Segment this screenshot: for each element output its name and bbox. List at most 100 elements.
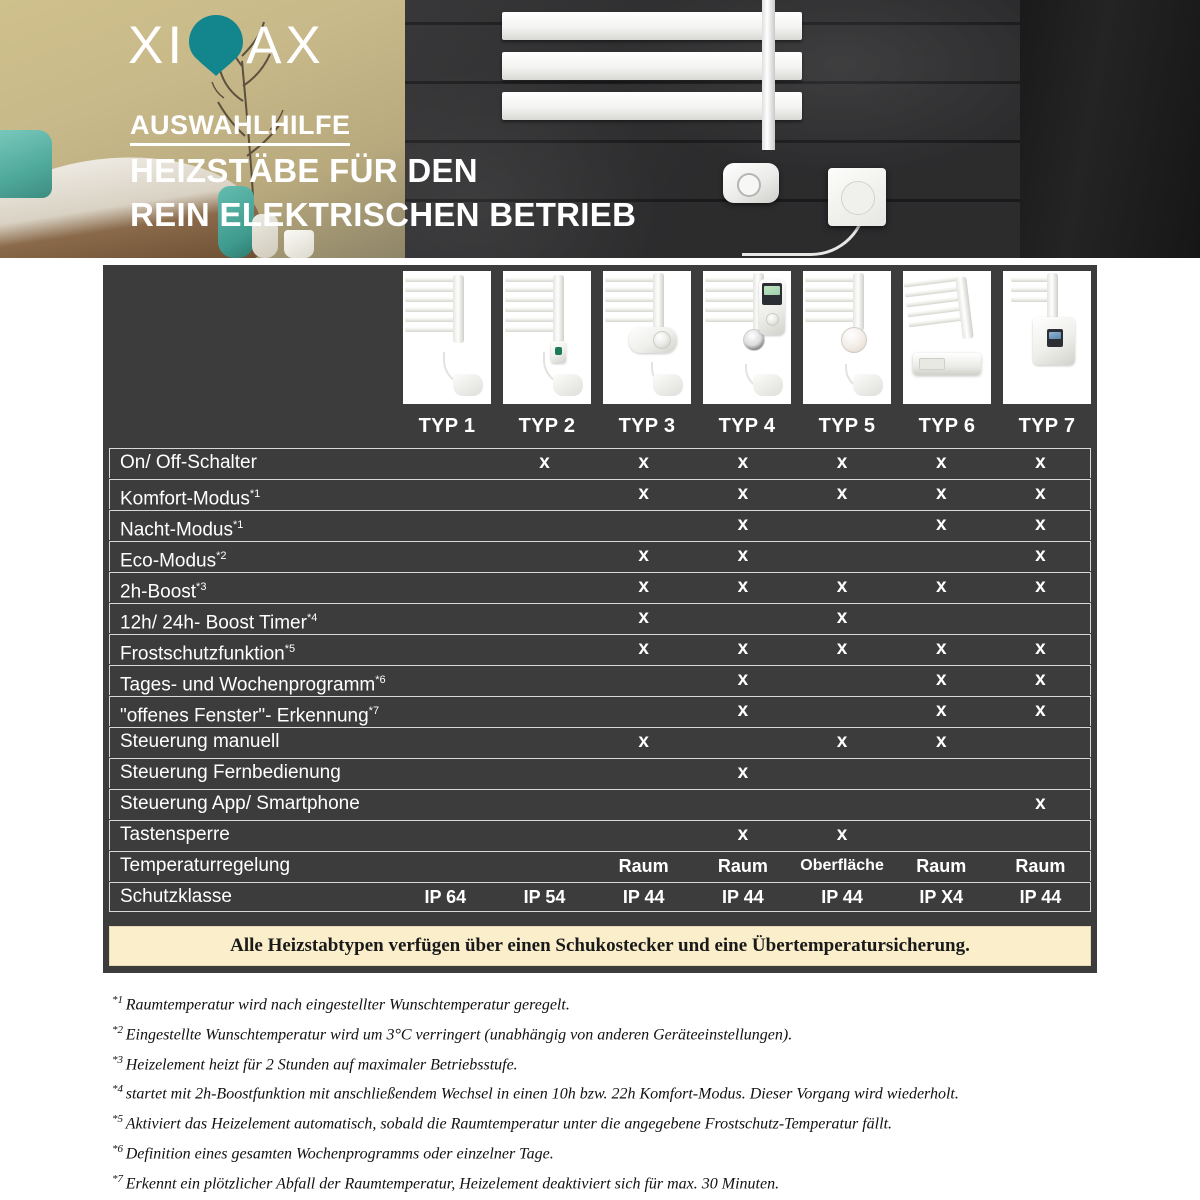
column-header-typ1: TYP 1 — [418, 415, 476, 437]
feature-check-mark: x — [1035, 483, 1046, 504]
thumb-cell-typ7 — [997, 265, 1097, 410]
feature-check-mark: x — [935, 576, 947, 597]
note-bar: Alle Heizstabtypen verfügen über einen S… — [109, 926, 1091, 966]
feature-check-mark: x — [1035, 700, 1046, 721]
table-row: 12h/ 24h- Boost Timer*4 x x — [109, 603, 1091, 633]
feature-check-mark: x — [836, 824, 848, 845]
feature-check-mark: x — [638, 576, 649, 597]
feature-check-mark: x — [836, 576, 848, 597]
feature-value: IP 44 — [722, 887, 764, 907]
feature-empty — [594, 790, 693, 819]
feature-empty — [495, 635, 594, 664]
feature-check-mark: x — [638, 607, 649, 628]
hero-title-line1: HEIZSTÄBE FÜR DEN — [130, 152, 478, 189]
footnote-marker: *5 — [112, 1113, 126, 1126]
feature-empty — [495, 666, 594, 695]
feature-empty — [495, 542, 594, 571]
table-row: Nacht-Modus*1 x x x — [109, 510, 1091, 540]
feature-check-mark: x — [737, 824, 749, 845]
feature-empty — [991, 759, 1090, 788]
feature-label: Frostschutzfunktion*5 — [120, 643, 296, 665]
feature-empty — [693, 728, 792, 757]
feature-check-mark: x — [836, 607, 848, 628]
feature-empty — [396, 604, 495, 633]
product-thumbnail-row — [103, 265, 1097, 410]
feature-check-mark: x — [737, 638, 749, 659]
table-row: On/ Off-Schalter x x x x x x — [109, 448, 1091, 478]
column-header-typ4: TYP 4 — [718, 415, 776, 437]
feature-check-mark: x — [935, 638, 947, 659]
feature-check-mark: x — [638, 483, 649, 504]
feature-empty — [396, 573, 495, 602]
feature-empty — [594, 697, 693, 726]
feature-label: 12h/ 24h- Boost Timer*4 — [120, 612, 318, 634]
feature-empty — [396, 480, 495, 509]
feature-empty — [396, 821, 495, 850]
feature-value: Raum — [618, 856, 669, 876]
feature-empty — [792, 759, 891, 788]
feature-empty — [792, 666, 891, 695]
feature-value: Oberfläche — [800, 857, 884, 874]
feature-empty — [594, 759, 693, 788]
feature-empty — [495, 480, 594, 509]
hero-banner: XI AX AUSWAHLHILFE HEIZSTÄBE FÜR DEN REI… — [0, 0, 1200, 258]
feature-check-mark: x — [638, 545, 649, 566]
footnote-marker: *1 — [249, 488, 261, 500]
feature-empty — [495, 852, 594, 881]
table-row: Steuerung manuell x x x — [109, 727, 1091, 757]
feature-label: "offenes Fenster"- Erkennung*7 — [120, 705, 380, 727]
feature-empty — [594, 511, 693, 540]
footnote-item: *1 Raumtemperatur wird nach eingestellte… — [112, 994, 570, 1014]
feature-empty — [396, 449, 495, 478]
table-row: Schutzklasse IP 64 IP 54 IP 44 IP 44 IP 44 IP … — [109, 882, 1091, 912]
feature-label: Komfort-Modus*1 — [120, 488, 261, 510]
comparison-table: TYP 1 TYP 2 TYP 3 TYP 4 TYP 5 TYP 6 TYP … — [103, 265, 1097, 973]
feature-rows: On/ Off-Schalter x x x x x x Komfort-Modus*1 x x x… — [103, 448, 1097, 918]
feature-check-mark: x — [935, 514, 947, 535]
feature-empty — [396, 635, 495, 664]
heating-element-smart-box-icon — [1003, 271, 1091, 404]
thermostat-head — [723, 163, 779, 203]
thumb-cell-typ6 — [897, 265, 997, 410]
feature-value: IP 44 — [1019, 887, 1062, 907]
footnote-item: *2 Eingestellte Wunschtemperatur wird um… — [112, 1023, 793, 1044]
vase-white — [252, 214, 278, 258]
thumb-cell-typ1 — [397, 265, 497, 410]
cup — [284, 230, 314, 258]
feature-empty — [892, 759, 991, 788]
column-header-typ6: TYP 6 — [918, 415, 976, 437]
feature-empty — [892, 542, 991, 571]
table-row: Tages- und Wochenprogramm*6 x x x — [109, 665, 1091, 695]
feature-check-mark: x — [638, 452, 649, 473]
feature-empty — [396, 697, 495, 726]
feature-empty — [396, 511, 495, 540]
feature-empty — [495, 573, 594, 602]
feature-check-mark: x — [737, 514, 749, 535]
feature-empty — [495, 697, 594, 726]
table-row: Steuerung Fernbedienung x — [109, 758, 1091, 788]
footnote-marker: *1 — [112, 994, 126, 1006]
feature-empty — [396, 790, 495, 819]
footnote-marker: *3 — [112, 1053, 126, 1066]
footnote-marker: *2 — [112, 1023, 126, 1036]
feature-empty — [892, 604, 991, 633]
feature-label: 2h-Boost*3 — [120, 581, 207, 603]
feature-check-mark: x — [737, 762, 749, 783]
feature-check-mark: x — [1035, 514, 1046, 535]
towel — [0, 130, 52, 198]
column-header-typ3: TYP 3 — [618, 415, 676, 437]
feature-value: IP 54 — [523, 887, 566, 907]
thumb-cell-typ2 — [497, 265, 597, 410]
feature-empty — [396, 728, 495, 757]
wall-radiator — [502, 12, 802, 120]
feature-empty — [792, 697, 891, 726]
feature-empty — [792, 542, 891, 571]
feature-empty — [991, 604, 1090, 633]
heating-element-switch-icon — [503, 271, 591, 404]
feature-empty — [396, 666, 495, 695]
table-row: Tastensperre x x — [109, 820, 1091, 850]
feature-check-mark: x — [1035, 793, 1046, 814]
logo-text-right: AX — [246, 15, 325, 75]
towel-rail-control-panel-icon — [903, 271, 991, 404]
